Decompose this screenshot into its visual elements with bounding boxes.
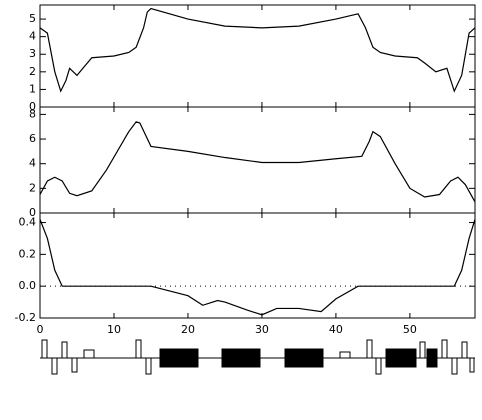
data-line [39,219,476,316]
quad [61,341,68,359]
lattice [40,339,475,375]
y-tick-label: 3 [29,47,36,60]
y-tick-label: 1 [29,82,36,95]
x-tick-label: 0 [37,323,44,336]
y-tick-label: 5 [29,12,36,25]
dipole [385,348,417,368]
quad [51,357,58,375]
y-tick-label: -0.2 [15,311,36,324]
dipole [159,348,199,368]
dipole [426,348,438,368]
quad [339,351,351,359]
quad [375,357,382,375]
data-line [39,121,476,203]
y-tick-label: 4 [29,30,36,43]
x-tick-label: 20 [181,323,195,336]
y-tick-label: 4 [29,157,36,170]
x-tick-label: 40 [329,323,343,336]
quad [83,349,95,359]
plot-frame [39,212,476,319]
quad [71,357,78,373]
x-tick-label: 30 [255,323,269,336]
data-line [39,7,476,93]
x-tick-label: 10 [107,323,121,336]
quad [145,357,152,375]
dipole [284,348,324,368]
quad [461,341,468,359]
y-tick-label: 0 [29,100,36,113]
quad [419,341,426,359]
x-tick-label: 50 [403,323,417,336]
quad [135,339,142,359]
plot-frame [39,106,476,214]
y-tick-label: 8 [29,107,36,120]
quad [451,357,458,375]
dipole [221,348,261,368]
plot-frame [39,4,476,108]
quad [469,357,475,373]
y-tick-label: 0.0 [19,279,37,292]
y-tick-label: 2 [29,181,36,194]
y-tick-label: 0.2 [19,247,37,260]
y-tick-label: 0 [29,206,36,219]
y-tick-label: 2 [29,65,36,78]
y-tick-label: 6 [29,132,36,145]
quad [441,339,448,359]
y-tick-label: 0.4 [19,216,37,229]
quad [41,339,48,359]
quad [366,339,373,359]
